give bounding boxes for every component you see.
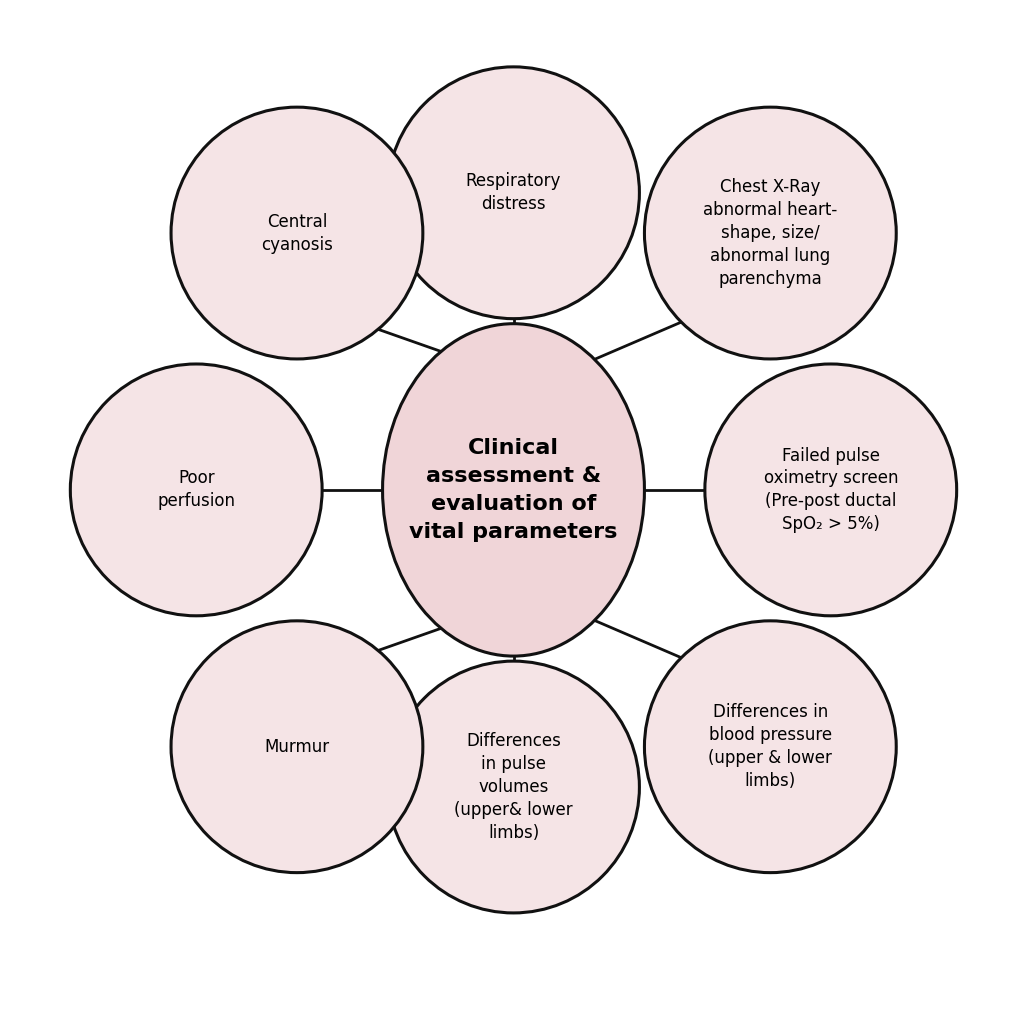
Ellipse shape	[383, 323, 644, 656]
Text: Poor
perfusion: Poor perfusion	[157, 470, 235, 510]
Circle shape	[387, 67, 640, 319]
Text: Differences in
blood pressure
(upper & lower
limbs): Differences in blood pressure (upper & l…	[709, 703, 832, 790]
Text: Murmur: Murmur	[264, 737, 330, 755]
Text: Central
cyanosis: Central cyanosis	[261, 212, 333, 254]
Circle shape	[644, 107, 897, 359]
Text: Differences
in pulse
volumes
(upper& lower
limbs): Differences in pulse volumes (upper& low…	[454, 732, 573, 841]
Text: Chest X-Ray
abnormal heart-
shape, size/
abnormal lung
parenchyma: Chest X-Ray abnormal heart- shape, size/…	[703, 178, 837, 288]
Circle shape	[172, 621, 423, 873]
Circle shape	[70, 364, 322, 616]
Text: Failed pulse
oximetry screen
(Pre-post ductal
SpO₂ > 5%): Failed pulse oximetry screen (Pre-post d…	[763, 446, 898, 533]
Text: Clinical
assessment &
evaluation of
vital parameters: Clinical assessment & evaluation of vita…	[410, 438, 617, 542]
Circle shape	[705, 364, 957, 616]
Circle shape	[644, 621, 897, 873]
Text: Respiratory
distress: Respiratory distress	[466, 173, 561, 213]
Circle shape	[387, 662, 640, 913]
Circle shape	[172, 107, 423, 359]
